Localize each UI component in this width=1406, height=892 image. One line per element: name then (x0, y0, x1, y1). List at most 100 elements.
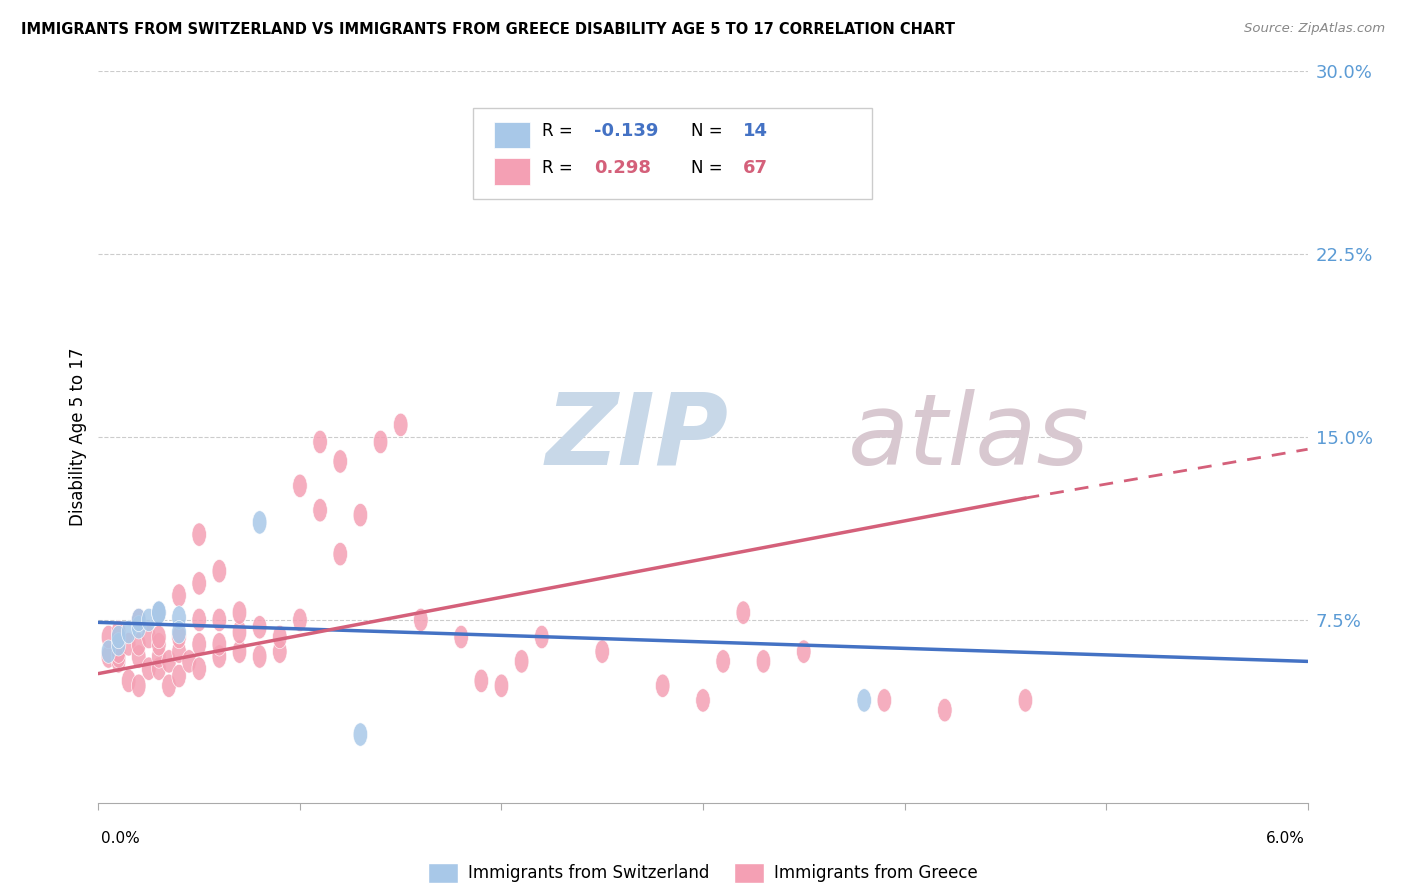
Ellipse shape (101, 640, 115, 664)
Text: 0.0%: 0.0% (101, 831, 141, 846)
Ellipse shape (232, 640, 246, 664)
Ellipse shape (858, 689, 872, 712)
Ellipse shape (172, 584, 186, 607)
Text: -0.139: -0.139 (595, 122, 658, 140)
Ellipse shape (737, 601, 751, 624)
Ellipse shape (797, 640, 811, 664)
Ellipse shape (132, 645, 146, 668)
Ellipse shape (111, 649, 125, 673)
Ellipse shape (413, 608, 427, 632)
Y-axis label: Disability Age 5 to 17: Disability Age 5 to 17 (69, 348, 87, 526)
Ellipse shape (212, 559, 226, 582)
Ellipse shape (696, 689, 710, 712)
Legend: Immigrants from Switzerland, Immigrants from Greece: Immigrants from Switzerland, Immigrants … (422, 856, 984, 889)
FancyBboxPatch shape (474, 108, 872, 200)
Ellipse shape (756, 649, 770, 673)
Ellipse shape (655, 674, 669, 698)
Text: ZIP: ZIP (546, 389, 728, 485)
Ellipse shape (132, 674, 146, 698)
Ellipse shape (515, 649, 529, 673)
Ellipse shape (495, 674, 509, 698)
Ellipse shape (273, 625, 287, 648)
Ellipse shape (162, 649, 176, 673)
Ellipse shape (1018, 689, 1032, 712)
Text: N =: N = (690, 122, 728, 140)
Text: 14: 14 (742, 122, 768, 140)
Ellipse shape (132, 632, 146, 656)
Text: N =: N = (690, 159, 728, 177)
Ellipse shape (595, 640, 609, 664)
Ellipse shape (121, 632, 136, 656)
Ellipse shape (212, 645, 226, 668)
Ellipse shape (142, 657, 156, 681)
Ellipse shape (172, 625, 186, 648)
Ellipse shape (152, 601, 166, 624)
Ellipse shape (534, 625, 548, 648)
Ellipse shape (333, 450, 347, 473)
Ellipse shape (253, 645, 267, 668)
Ellipse shape (111, 640, 125, 664)
Ellipse shape (716, 649, 730, 673)
Ellipse shape (101, 645, 115, 668)
FancyBboxPatch shape (494, 122, 530, 148)
Text: atlas: atlas (848, 389, 1090, 485)
Ellipse shape (152, 601, 166, 624)
Ellipse shape (212, 608, 226, 632)
Ellipse shape (292, 608, 307, 632)
Ellipse shape (877, 689, 891, 712)
Ellipse shape (212, 632, 226, 656)
Text: 67: 67 (742, 159, 768, 177)
Ellipse shape (121, 669, 136, 692)
Text: R =: R = (543, 159, 578, 177)
Ellipse shape (152, 632, 166, 656)
Ellipse shape (111, 625, 125, 648)
Ellipse shape (193, 657, 207, 681)
Ellipse shape (111, 645, 125, 668)
Ellipse shape (162, 674, 176, 698)
Ellipse shape (152, 657, 166, 681)
Ellipse shape (273, 640, 287, 664)
Ellipse shape (193, 632, 207, 656)
Ellipse shape (132, 615, 146, 639)
Ellipse shape (152, 625, 166, 648)
Ellipse shape (938, 698, 952, 722)
Ellipse shape (193, 608, 207, 632)
Text: 0.298: 0.298 (595, 159, 651, 177)
Ellipse shape (353, 723, 367, 747)
Ellipse shape (142, 625, 156, 648)
FancyBboxPatch shape (494, 159, 530, 185)
Ellipse shape (353, 503, 367, 527)
Ellipse shape (193, 523, 207, 546)
Ellipse shape (152, 645, 166, 668)
Ellipse shape (474, 669, 488, 692)
Ellipse shape (142, 608, 156, 632)
Ellipse shape (232, 621, 246, 644)
Ellipse shape (172, 640, 186, 664)
Ellipse shape (292, 475, 307, 498)
Ellipse shape (101, 625, 115, 648)
Ellipse shape (172, 606, 186, 629)
Ellipse shape (111, 621, 125, 644)
Ellipse shape (394, 413, 408, 436)
Ellipse shape (132, 608, 146, 632)
Text: R =: R = (543, 122, 578, 140)
Text: Source: ZipAtlas.com: Source: ZipAtlas.com (1244, 22, 1385, 36)
Ellipse shape (121, 621, 136, 644)
Ellipse shape (314, 499, 328, 522)
Ellipse shape (314, 430, 328, 454)
Ellipse shape (253, 511, 267, 534)
Ellipse shape (374, 430, 388, 454)
Ellipse shape (172, 665, 186, 688)
Ellipse shape (181, 649, 197, 673)
Ellipse shape (193, 572, 207, 595)
Ellipse shape (333, 542, 347, 566)
Ellipse shape (111, 632, 125, 656)
Text: IMMIGRANTS FROM SWITZERLAND VS IMMIGRANTS FROM GREECE DISABILITY AGE 5 TO 17 COR: IMMIGRANTS FROM SWITZERLAND VS IMMIGRANT… (21, 22, 955, 37)
Ellipse shape (152, 601, 166, 624)
Ellipse shape (454, 625, 468, 648)
Text: 6.0%: 6.0% (1265, 831, 1305, 846)
Ellipse shape (232, 601, 246, 624)
Ellipse shape (172, 621, 186, 644)
Ellipse shape (132, 608, 146, 632)
Ellipse shape (253, 615, 267, 639)
